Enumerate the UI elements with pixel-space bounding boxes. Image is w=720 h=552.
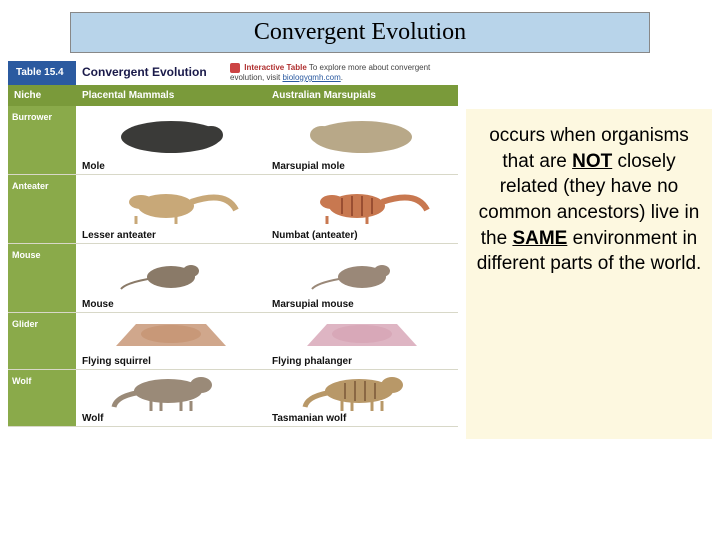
cell-placental: Lesser anteater — [76, 175, 266, 243]
table-header-row: Niche Placental Mammals Australian Marsu… — [8, 85, 458, 106]
animal-illustration — [80, 310, 262, 354]
cell-placental: Mouse — [76, 244, 266, 312]
content-area: Table 15.4 Convergent Evolution Interact… — [0, 61, 720, 439]
table-top: Table 15.4 Convergent Evolution Interact… — [8, 61, 458, 85]
cell-marsupial: Tasmanian wolf — [266, 370, 458, 426]
header-placental: Placental Mammals — [76, 85, 266, 106]
table-title: Convergent Evolution — [76, 61, 226, 85]
animal-caption: Mouse — [80, 297, 262, 310]
interactive-icon — [230, 63, 240, 73]
animal-caption: Flying phalanger — [270, 354, 454, 367]
animal-caption: Marsupial mole — [270, 159, 454, 172]
cell-marsupial: Marsupial mole — [266, 106, 458, 174]
cell-marsupial: Flying phalanger — [266, 313, 458, 369]
row-niche: Glider — [8, 313, 76, 369]
interactive-note: Interactive Table To explore more about … — [226, 61, 458, 85]
cell-placental: Flying squirrel — [76, 313, 266, 369]
animal-illustration — [80, 177, 262, 228]
animal-illustration — [270, 367, 454, 411]
row-niche: Mouse — [8, 244, 76, 312]
description-text: occurs when organisms that are NOT close… — [466, 109, 712, 439]
animal-caption: Mole — [80, 159, 262, 172]
animal-caption: Tasmanian wolf — [270, 411, 454, 424]
animal-illustration — [80, 367, 262, 411]
animal-caption: Wolf — [80, 411, 262, 424]
animal-illustration — [270, 246, 454, 297]
header-niche: Niche — [8, 85, 76, 106]
table-row: Wolf Wolf Tasmanian wolf — [8, 370, 458, 427]
row-niche: Wolf — [8, 370, 76, 426]
interactive-link[interactable]: biologygmh.com — [282, 73, 340, 82]
header-marsupial: Australian Marsupials — [266, 85, 458, 106]
slide-title: Convergent Evolution — [70, 12, 650, 53]
table-row: Glider Flying squirrel Flying phalanger — [8, 313, 458, 370]
animal-caption: Lesser anteater — [80, 228, 262, 241]
cell-placental: Wolf — [76, 370, 266, 426]
animal-caption: Flying squirrel — [80, 354, 262, 367]
animal-illustration — [270, 177, 454, 228]
animal-illustration — [80, 246, 262, 297]
emphasized-text: NOT — [572, 151, 612, 172]
cell-marsupial: Marsupial mouse — [266, 244, 458, 312]
animal-illustration — [80, 108, 262, 159]
animal-illustration — [270, 310, 454, 354]
cell-placental: Mole — [76, 106, 266, 174]
animal-caption: Numbat (anteater) — [270, 228, 454, 241]
row-niche: Anteater — [8, 175, 76, 243]
row-niche: Burrower — [8, 106, 76, 174]
emphasized-text: SAME — [512, 228, 567, 249]
table-row: Anteater Lesser anteater Numbat (anteater) — [8, 175, 458, 244]
table-body: Burrower Mole Marsupial mole Anteater Lesser… — [8, 106, 458, 427]
comparison-table: Table 15.4 Convergent Evolution Interact… — [8, 61, 458, 439]
table-row: Mouse Mouse Marsupial mouse — [8, 244, 458, 313]
animal-illustration — [270, 108, 454, 159]
interactive-label: Interactive Table — [244, 63, 307, 72]
table-number: Table 15.4 — [8, 61, 76, 85]
cell-marsupial: Numbat (anteater) — [266, 175, 458, 243]
animal-caption: Marsupial mouse — [270, 297, 454, 310]
table-row: Burrower Mole Marsupial mole — [8, 106, 458, 175]
